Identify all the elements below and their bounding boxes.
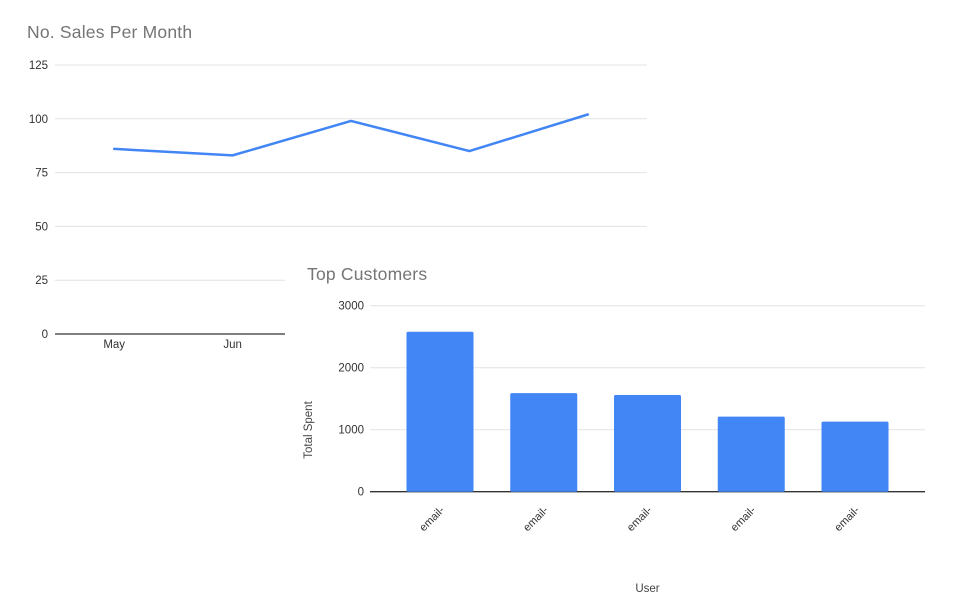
bar-chart-plot-area: 0 1000 2000 3000 email-email-email-email-ema…: [303, 301, 925, 595]
line-chart-y-tick-label: 0: [42, 329, 48, 341]
bar-chart-x-tick-label: email-: [625, 504, 655, 534]
bar-chart-x-tick-label: email-: [521, 504, 551, 534]
bar-chart-x-tick-label: email-: [832, 504, 862, 534]
bar-total-spent[interactable]: [821, 421, 889, 492]
bar-total-spent[interactable]: [717, 416, 785, 492]
line-chart-title: No. Sales Per Month: [27, 22, 193, 42]
line-chart-y-tick-label: 50: [35, 221, 48, 233]
bar-chart-x-axis-title: User: [635, 583, 659, 595]
bar-chart-y-tick-label: 0: [358, 487, 364, 499]
line-chart-y-tick-label: 100: [29, 114, 48, 126]
bar-chart-y-axis-title: Total Spent: [303, 400, 315, 458]
bar-chart-title: Top Customers: [307, 264, 428, 284]
bar-total-spent[interactable]: [510, 393, 578, 492]
top-customers-bar-chart[interactable]: Top Customers 0 1000 2000 3000 email-email-e…: [285, 248, 953, 610]
bar-chart-y-tick-label: 2000: [338, 363, 364, 375]
sales-line-series: [112, 113, 590, 157]
line-chart-y-tick-label: 75: [35, 168, 48, 180]
bar-total-spent[interactable]: [614, 394, 681, 492]
line-chart-x-tick-label: May: [103, 339, 125, 351]
bar-total-spent[interactable]: [406, 331, 474, 492]
bar-chart-y-tick-label: 3000: [338, 301, 364, 313]
line-chart-y-tick-label: 125: [29, 60, 48, 72]
line-chart-x-tick-label: Jun: [223, 339, 242, 351]
line-chart-y-tick-label: 25: [35, 275, 48, 287]
bar-chart-y-tick-label: 1000: [338, 425, 364, 437]
bar-chart-x-tick-label: email-: [729, 504, 759, 534]
bar-chart-x-tick-label: email-: [417, 504, 447, 534]
